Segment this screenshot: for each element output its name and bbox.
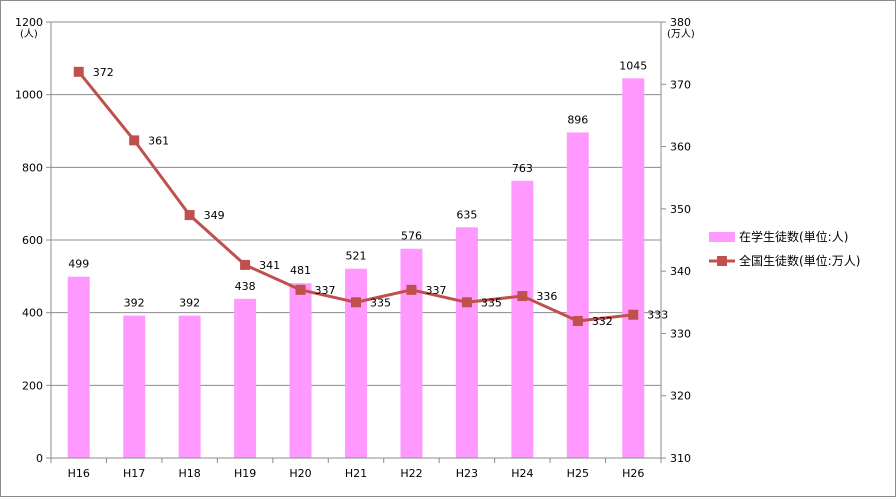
line-series — [73, 66, 639, 326]
line-data-label: 332 — [592, 315, 613, 328]
bar-data-label: 1045 — [619, 59, 647, 72]
line-marker — [351, 297, 361, 308]
right-tick-label: 380 — [670, 16, 691, 29]
x-tick-label: H20 — [289, 467, 311, 480]
bar-data-label: 521 — [346, 250, 367, 263]
line-data-label: 337 — [425, 284, 446, 297]
x-tick-label: H18 — [178, 467, 200, 480]
line-marker — [295, 284, 306, 295]
right-tick-label: 330 — [670, 327, 691, 340]
x-tick-label: H17 — [123, 467, 145, 480]
line-marker — [406, 284, 417, 295]
line-data-label: 333 — [647, 309, 668, 322]
bar — [345, 268, 367, 458]
x-tick-label: H24 — [511, 467, 533, 480]
left-tick-label: 0 — [36, 452, 43, 465]
data-labels: 499 392 392 438 481 521 576 635 763 896 1045 372 361… — [68, 59, 668, 328]
right-tick-label: 340 — [670, 265, 691, 278]
bar-data-label: 896 — [567, 113, 588, 126]
legend-line-marker — [717, 256, 727, 266]
x-tick-label: H16 — [68, 467, 90, 480]
line-data-label: 341 — [259, 259, 280, 272]
bar — [123, 315, 146, 458]
bar — [178, 315, 201, 458]
left-tick-label: 1200 — [15, 16, 43, 29]
line-marker — [628, 309, 639, 320]
right-tick-label: 360 — [670, 141, 691, 154]
left-tick-label: 800 — [22, 161, 43, 174]
bar-data-label: 392 — [124, 297, 145, 310]
x-tick-label: H19 — [234, 467, 256, 480]
bar — [67, 276, 90, 458]
right-tick-label: 320 — [670, 390, 691, 403]
bar — [400, 248, 423, 458]
line-data-label: 337 — [315, 284, 336, 297]
bar-data-label: 481 — [290, 264, 311, 277]
line-marker — [184, 210, 195, 221]
bar-series — [67, 78, 645, 459]
legend-bar-swatch — [709, 232, 735, 242]
line-marker — [517, 291, 528, 302]
line-data-label: 335 — [481, 296, 502, 309]
bar-data-label: 576 — [401, 230, 422, 243]
line-data-label: 372 — [93, 66, 114, 79]
bar — [566, 132, 589, 458]
bar — [455, 227, 478, 458]
x-tick-label: H25 — [567, 467, 589, 480]
right-axis-unit: (万人) — [667, 28, 695, 40]
bar-data-label: 392 — [179, 297, 200, 310]
line-data-label: 336 — [536, 290, 557, 303]
axes: 0 200 400 600 800 1000 1200 310 320 330 340 350 360 3… — [15, 16, 695, 480]
line-marker — [461, 297, 472, 308]
right-tick-label: 310 — [670, 452, 691, 465]
bar-data-label: 635 — [456, 208, 477, 221]
line-data-label: 349 — [204, 209, 225, 222]
legend: 在学生徒数(単位:人) 全国生徒数(単位:万人) — [709, 229, 860, 268]
line-marker — [129, 135, 140, 146]
left-tick-label: 1000 — [15, 89, 43, 102]
line-marker — [572, 315, 583, 326]
bar-data-label: 438 — [235, 280, 256, 293]
left-axis-unit: (人) — [20, 28, 38, 40]
right-tick-label: 350 — [670, 203, 691, 216]
legend-line-label: 全国生徒数(単位:万人) — [739, 253, 860, 268]
x-tick-label: H26 — [622, 467, 644, 480]
legend-bar-label: 在学生徒数(単位:人) — [739, 229, 848, 244]
bar — [511, 180, 534, 458]
bar-data-label: 763 — [512, 162, 533, 175]
bar — [622, 78, 645, 459]
left-tick-label: 400 — [22, 307, 43, 320]
x-tick-label: H23 — [456, 467, 478, 480]
line-data-label: 335 — [370, 296, 391, 309]
line-data-label: 361 — [148, 134, 169, 147]
x-tick-label: H22 — [400, 467, 422, 480]
left-tick-label: 600 — [22, 234, 43, 247]
bar-data-label: 499 — [68, 258, 89, 271]
right-tick-label: 370 — [670, 78, 691, 91]
x-tick-label: H21 — [345, 467, 367, 480]
line-marker — [240, 259, 251, 270]
left-tick-label: 200 — [22, 379, 43, 392]
line-marker — [73, 66, 84, 77]
bar — [289, 283, 312, 458]
bar — [234, 298, 257, 458]
